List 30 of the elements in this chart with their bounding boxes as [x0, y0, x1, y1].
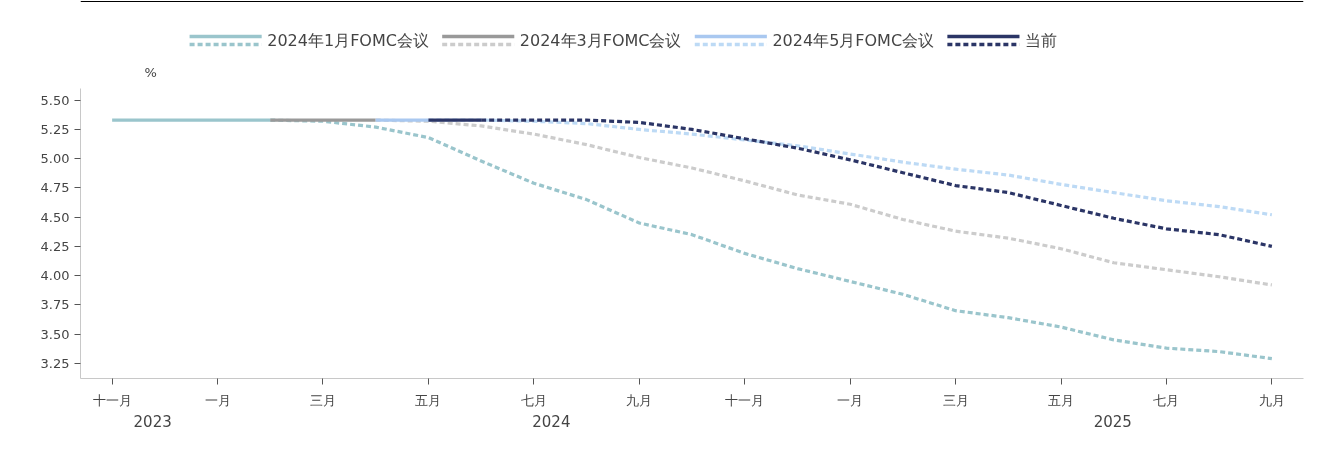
- x-tick-label: 九月: [1258, 392, 1285, 408]
- x-tick-label: 五月: [415, 392, 442, 408]
- x-tick-label: 五月: [1048, 392, 1075, 408]
- x-tick-label: 七月: [1153, 392, 1180, 408]
- x-tick-label: 一月: [204, 392, 231, 408]
- y-tick-label: 3.50: [40, 326, 70, 342]
- legend-label: 2024年3月FOMC会议: [519, 31, 682, 50]
- y-tick-label: 5.00: [40, 151, 70, 167]
- x-tick-label: 三月: [942, 392, 969, 408]
- y-tick-label: 4.75: [40, 180, 70, 196]
- y-tick-label: 5.25: [40, 121, 70, 137]
- x-tick-label: 七月: [520, 392, 547, 408]
- y-axis-title: %: [144, 65, 157, 80]
- legend-label: 2024年1月FOMC会议: [267, 31, 429, 50]
- legend-label: 2024年5月FOMC会议: [772, 31, 935, 50]
- y-tick-label: 5.50: [40, 92, 70, 108]
- text: 2025: [1093, 413, 1132, 432]
- x-tick-label: 十一月: [725, 392, 765, 408]
- y-tick-label: 4.50: [40, 209, 70, 225]
- y-tick-label: 4.00: [40, 268, 70, 284]
- y-tick-label: 3.75: [40, 297, 70, 313]
- text: 2024: [532, 413, 571, 432]
- y-tick-label: 3.25: [40, 355, 70, 371]
- text: 2023: [133, 413, 172, 432]
- legend-label: 当前: [1025, 31, 1058, 50]
- x-tick-label: 九月: [626, 392, 653, 408]
- y-tick-label: 4.25: [40, 238, 70, 254]
- x-tick-label: 三月: [309, 392, 336, 408]
- x-tick-label: 一月: [837, 392, 864, 408]
- x-tick-label: 十一月: [92, 392, 132, 408]
